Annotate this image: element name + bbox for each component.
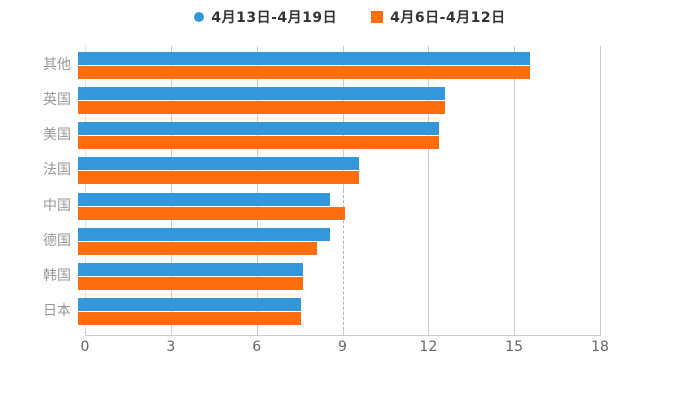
bar-s1-c0[interactable]: [78, 66, 531, 79]
bar-pair: [78, 297, 600, 325]
bar-group-7: 日本: [0, 297, 600, 325]
x-tick-label: 9: [338, 339, 347, 355]
x-tick-label: 15: [505, 339, 524, 355]
x-tick-label: 0: [80, 339, 90, 355]
gridline-9: [342, 46, 344, 190]
x-tick-6: [256, 329, 258, 335]
bar-group-3: 法国: [0, 157, 600, 185]
bar-group-4: 中国: [0, 192, 600, 220]
x-tick-15: [514, 329, 516, 335]
category-label: 美国: [43, 127, 71, 144]
bar-s0-c6[interactable]: [78, 262, 303, 276]
bar-s1-c5[interactable]: [78, 241, 318, 255]
bar-s0-c1[interactable]: [78, 87, 445, 101]
category-label: 其他: [43, 57, 71, 73]
legend-marker-square-icon: [371, 11, 384, 23]
x-axis-line: [85, 335, 601, 336]
gridline-6: [256, 46, 258, 335]
gridline-15: [514, 46, 516, 335]
bar-pair: [78, 262, 600, 290]
bar-s1-c3[interactable]: [78, 171, 360, 185]
x-tick-18: [600, 329, 601, 335]
gridline-12: [428, 46, 430, 335]
x-tick-9: [342, 329, 344, 335]
category-label: 德国: [43, 232, 71, 249]
bar-s0-c5[interactable]: [78, 227, 331, 241]
bar-group-1: 英国: [0, 87, 600, 115]
plot-grid: [85, 46, 601, 335]
x-tick-0: [85, 329, 86, 335]
bar-group-6: 韩国: [0, 262, 600, 290]
bar-s0-c3[interactable]: [78, 157, 360, 171]
bar-pair: [78, 87, 600, 115]
legend-label: 4月6日-4月12日: [390, 10, 506, 26]
bar-s1-c4[interactable]: [78, 206, 345, 220]
category-label: 法国: [43, 162, 71, 179]
gridline-18: [600, 46, 601, 335]
bar-s1-c1[interactable]: [78, 101, 445, 115]
x-tick-label: 3: [166, 339, 176, 355]
legend-item-1[interactable]: 4月6日-4月12日: [371, 7, 506, 27]
legend-label: 4月13日-4月19日: [211, 10, 338, 26]
x-tick-12: [428, 329, 430, 335]
bar-s0-c2[interactable]: [78, 122, 440, 136]
gridline-3: [170, 46, 172, 335]
bar-s0-c0[interactable]: [78, 52, 531, 65]
bar-pair: [78, 192, 600, 220]
bar-pair: [78, 157, 600, 185]
bar-s1-c2[interactable]: [78, 136, 440, 150]
legend: 4月13日-4月19日 4月6日-4月12日: [0, 6, 700, 28]
category-label: 韩国: [43, 267, 71, 284]
legend-marker-circle-icon: [194, 12, 205, 22]
dashed-axis-pointer: [342, 190, 344, 335]
bar-pair: [78, 52, 600, 79]
category-label: 英国: [43, 92, 71, 109]
category-label: 日本: [43, 302, 71, 319]
bar-pair: [78, 227, 600, 255]
category-label: 中国: [43, 197, 71, 214]
bar-s1-c6[interactable]: [78, 276, 303, 290]
bar-rows: 其他英国美国法国中国德国韩国日本: [0, 46, 600, 335]
x-tick-label: 6: [252, 339, 262, 355]
x-tick-3: [170, 329, 172, 335]
bar-pair: [78, 122, 600, 150]
y-axis-line: [85, 46, 86, 335]
bar-group-2: 美国: [0, 122, 600, 150]
bar-group-0: 其他: [0, 52, 600, 79]
bar-s0-c7[interactable]: [78, 297, 302, 311]
bar-s0-c4[interactable]: [78, 192, 331, 206]
x-tick-label: 18: [591, 339, 609, 355]
bar-group-5: 德国: [0, 227, 600, 255]
x-tick-label: 12: [419, 339, 438, 355]
legend-item-0[interactable]: 4月13日-4月19日: [194, 7, 337, 27]
bar-s1-c7[interactable]: [78, 311, 302, 325]
